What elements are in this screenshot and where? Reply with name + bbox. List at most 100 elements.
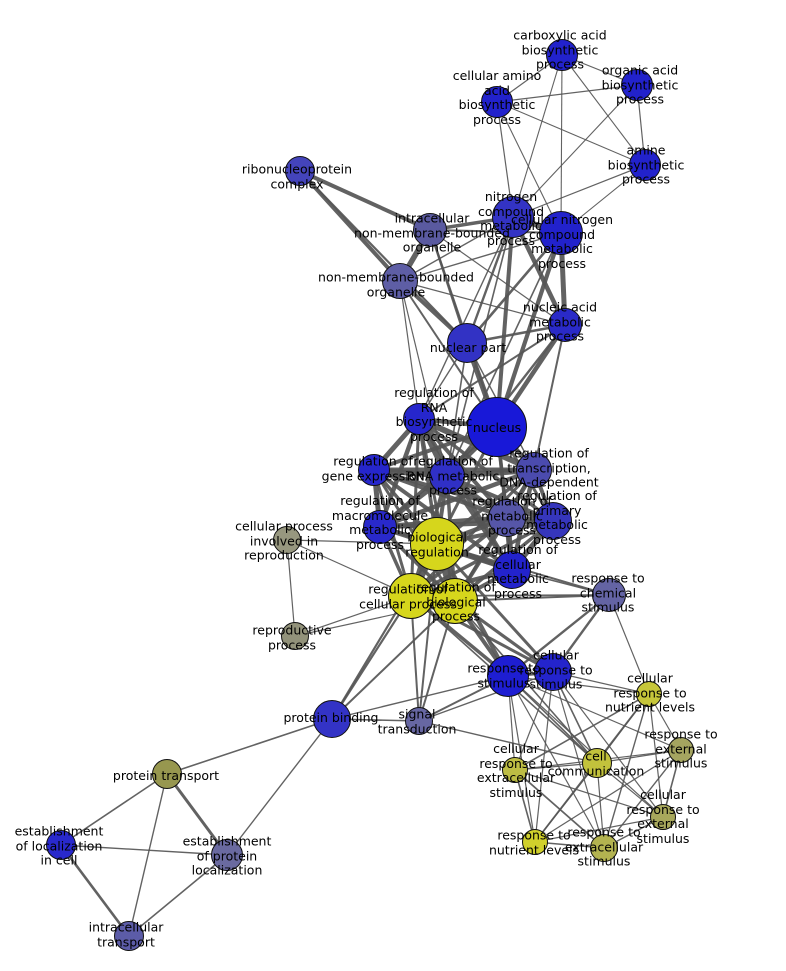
graph-node-reg-rna-metab-process[interactable] xyxy=(429,458,465,494)
graph-node-label-response-nutrient-levels: response to nutrient levels xyxy=(488,827,580,857)
graph-node-label-nmb-organelle: non-membrane-bounded organelle xyxy=(318,269,474,299)
graph-node-label-cellular-response-to-stimulus: cellular response to stimulus xyxy=(519,647,593,692)
graph-node-protein-transport[interactable] xyxy=(152,759,182,789)
graph-node-reg-rna-bio-process[interactable] xyxy=(403,403,435,435)
graph-node-response-to-stimulus[interactable] xyxy=(487,655,529,697)
graph-edge xyxy=(552,671,605,849)
graph-edge xyxy=(446,232,562,477)
graph-node-reg-biological-process[interactable] xyxy=(432,578,478,624)
graph-edge xyxy=(286,539,296,637)
graph-edge xyxy=(603,749,682,849)
graph-node-biological-regulation[interactable] xyxy=(410,517,464,571)
graph-node-reg-primary-metab-process[interactable] xyxy=(534,502,572,540)
graph-node-establishment-protein-localization[interactable] xyxy=(211,839,243,871)
graph-node-label-amine-bio: amine biosynthetic process xyxy=(607,142,685,187)
graph-node-label-ribonucleoprotein-complex: ribonucleoprotein complex xyxy=(241,161,353,191)
graph-node-reproductive-process[interactable] xyxy=(281,622,309,650)
graph-node-label-protein-binding: protein binding xyxy=(283,709,379,725)
graph-node-label-establishment-protein-localization: establishment of protein localization xyxy=(182,833,272,878)
graph-node-label-signal-transduction: signal transduction xyxy=(377,706,457,736)
graph-node-label-nucleic-acid-metab: nucleic acid metabolic process xyxy=(522,299,598,344)
graph-node-response-nutrient-levels[interactable] xyxy=(522,829,548,855)
graph-node-cellular-response-to-stimulus[interactable] xyxy=(534,653,572,691)
graph-node-response-extracellular-stimulus[interactable] xyxy=(590,834,618,862)
graph-edge xyxy=(496,101,646,166)
graph-node-establishment-localization-cell[interactable] xyxy=(46,830,76,860)
graph-node-reg-transcription-dna-dep[interactable] xyxy=(516,452,552,488)
graph-edge xyxy=(418,671,554,722)
graph-node-cellular-nitrogen-compound-metab[interactable] xyxy=(539,211,583,255)
graph-node-nucleic-acid-metab[interactable] xyxy=(548,308,582,342)
graph-node-label-response-to-chemical-stimulus: response to chemical stimulus xyxy=(571,570,645,615)
graph-node-reg-cellular-metab-process[interactable] xyxy=(493,551,531,589)
graph-edge xyxy=(496,84,638,103)
graph-node-label-organic-acid-bio: organic acid biosynthetic process xyxy=(601,62,679,107)
graph-edge xyxy=(128,773,168,937)
graph-node-label-cellular-nitrogen-compound-metab: cellular nitrogen compound metabolic pro… xyxy=(510,212,614,271)
graph-edge xyxy=(514,693,650,771)
graph-edge xyxy=(418,216,514,420)
graph-node-cellular-response-nutrient-levels[interactable] xyxy=(636,681,662,707)
graph-node-cell-communication[interactable] xyxy=(582,748,612,778)
graph-node-carboxylic-acid-bio[interactable] xyxy=(546,39,578,71)
graph-edge xyxy=(399,232,562,282)
graph-node-label-cellular-process-reproduction: cellular process involved in reproductio… xyxy=(235,518,333,563)
graph-node-label-biological-regulation: biological regulation xyxy=(405,529,469,559)
graph-node-label-establishment-localization-cell: establishment of localization in cell xyxy=(14,823,104,868)
graph-node-cellular-process-reproduction[interactable] xyxy=(273,526,301,554)
graph-edge xyxy=(418,720,598,764)
graph-edge xyxy=(299,170,468,344)
graph-node-label-reg-biological-process: regulation of biological process xyxy=(416,579,496,624)
graph-edge xyxy=(648,693,664,818)
graph-node-label-carboxylic-acid-bio: carboxylic acid biosynthetic process xyxy=(513,27,607,72)
graph-node-response-to-external-stimulus[interactable] xyxy=(668,737,694,763)
graph-node-ribonucleoprotein-complex[interactable] xyxy=(285,156,315,186)
graph-node-reg-gene-expression[interactable] xyxy=(358,454,390,486)
graph-node-signal-transduction[interactable] xyxy=(405,707,433,735)
graph-node-label-cell-communication: cell communication xyxy=(547,748,645,778)
graph-node-label-reg-cellular-process: regulation of cellular process xyxy=(359,581,457,611)
graph-node-nitrogen-compound-metab[interactable] xyxy=(492,196,534,238)
graph-edge xyxy=(166,718,333,775)
graph-edge xyxy=(454,594,610,602)
graph-edge xyxy=(514,769,664,818)
graph-node-intracellular-transport[interactable] xyxy=(114,921,144,951)
graph-node-amine-bio[interactable] xyxy=(629,149,661,181)
graph-node-label-response-to-external-stimulus: response to external stimulus xyxy=(644,726,718,771)
graph-node-label-cellular-response-nutrient-levels: cellular response to nutrient levels xyxy=(604,670,696,715)
graph-edge xyxy=(507,675,682,751)
graph-node-reg-metabolic-process[interactable] xyxy=(488,499,526,537)
graph-edge xyxy=(418,543,438,722)
graph-edge xyxy=(418,324,566,420)
graph-edge xyxy=(60,844,228,856)
graph-edge xyxy=(60,773,168,846)
graph-node-cellular-response-extracellular[interactable] xyxy=(502,757,528,783)
graph-node-intracellular-nmb-organelle[interactable] xyxy=(413,213,447,247)
graph-edge xyxy=(552,671,664,818)
graph-node-cellular-response-external[interactable] xyxy=(650,804,676,830)
graph-edge xyxy=(507,675,664,818)
graph-node-organic-acid-bio[interactable] xyxy=(621,69,653,101)
graph-node-label-reproductive-process: reproductive process xyxy=(252,622,332,652)
graph-node-label-nuclear-part: nuclear part xyxy=(429,339,507,355)
graph-node-label-cellular-response-external: cellular response to external stimulus xyxy=(626,787,700,846)
graph-edge xyxy=(507,675,605,849)
graph-edge xyxy=(399,280,420,420)
graph-node-reg-macromolecule-metab[interactable] xyxy=(363,510,397,544)
graph-node-label-reg-rna-metab-process: regulation of RNA metabolic process xyxy=(406,453,500,498)
graph-node-label-reg-primary-metab-process: regulation of primary metabolic process xyxy=(517,488,597,547)
graph-node-nucleus[interactable] xyxy=(467,397,527,457)
graph-node-response-to-chemical-stimulus[interactable] xyxy=(592,578,626,612)
graph-edge xyxy=(534,671,554,843)
graph-node-protein-binding[interactable] xyxy=(313,700,351,738)
graph-node-label-reg-cellular-metab-process: regulation of cellular metabolic process xyxy=(478,542,558,601)
graph-edge xyxy=(534,816,664,843)
graph-node-cellular-amino-acid-bio[interactable] xyxy=(481,86,513,118)
graph-node-nmb-organelle[interactable] xyxy=(382,263,418,299)
graph-node-nuclear-part[interactable] xyxy=(447,323,487,363)
graph-edge xyxy=(399,280,566,326)
graph-edge xyxy=(560,54,563,234)
